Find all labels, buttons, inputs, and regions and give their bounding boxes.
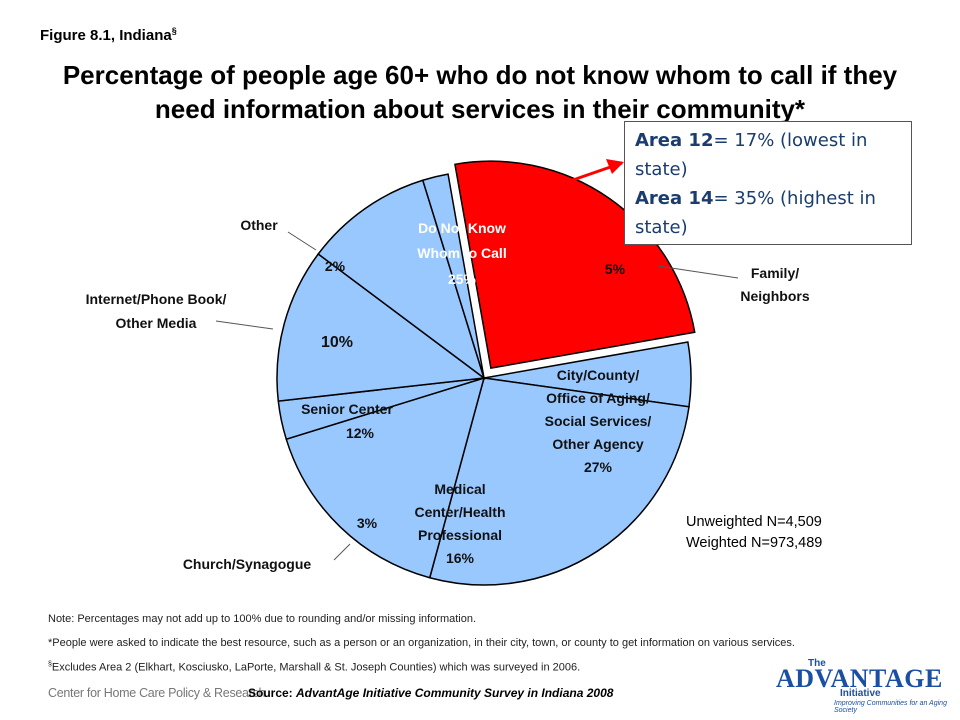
pie-slice-0 [454, 160, 696, 370]
label-med-2: Center/Health [414, 504, 505, 520]
advantage-logo-the: The [808, 658, 826, 669]
label-internet-pct: 10% [321, 334, 353, 351]
figure-label-text: Figure 8.1, Indiana [40, 27, 172, 44]
figure-label: Figure 8.1, Indiana§ [40, 26, 177, 44]
label-senior-1: Senior Center [301, 401, 393, 417]
note-exclusion: §Excludes Area 2 (Elkhart, Kosciusko, La… [48, 661, 580, 674]
advantage-logo-initiative: Initiative [840, 688, 881, 699]
area-callout-box: Area 12= 17% (lowest in state) Area 14= … [624, 121, 912, 245]
label-dnk-1: Do Not Know [418, 220, 506, 236]
callout-area-12-text: = 17% (lowest in state) [635, 130, 868, 180]
figure-label-mark: § [171, 26, 177, 36]
note-question: *People were asked to indicate the best … [48, 637, 795, 649]
label-internet-2: Other Media [116, 315, 197, 331]
pie-slice-7 [421, 173, 485, 379]
advantage-logo-tagline: Improving Communities for an Aging Socie… [834, 700, 947, 714]
leader-family [657, 265, 739, 279]
label-med-1: Medical [434, 481, 485, 497]
source-line: Source: AdvantAge Initiative Community S… [248, 686, 613, 700]
label-med-4: 16% [446, 550, 475, 566]
callout-line-1: Area 12= 17% (lowest in state) [635, 126, 901, 184]
label-med-3: Professional [418, 527, 502, 543]
chart-title: Percentage of people age 60+ who do not … [62, 60, 898, 124]
label-family-pct: 5% [605, 261, 626, 277]
callout-line-2: Area 14= 35% (highest in state) [635, 184, 901, 242]
label-city-5: 27% [584, 459, 613, 475]
label-church-pct: 3% [357, 515, 378, 531]
label-city-4: Other Agency [552, 436, 643, 452]
callout-area-14: Area 14 [635, 188, 714, 209]
label-city-3: Social Services/ [545, 413, 652, 429]
note-exclusion-text: Excludes Area 2 (Elkhart, Kosciusko, LaP… [51, 661, 581, 674]
leader-other [287, 231, 317, 251]
label-senior-2: 12% [346, 425, 375, 441]
label-family-2: Neighbors [740, 288, 809, 304]
source-text: AdvantAge Initiative Community Survey in… [296, 686, 614, 700]
label-church-1: Church/Synagogue [183, 556, 312, 572]
callout-arrow-head [606, 159, 624, 174]
label-other-pct: 2% [325, 258, 346, 274]
pie-slices [276, 160, 696, 586]
note-rounding: Note: Percentages may not add up to 100%… [48, 613, 477, 625]
weighted-n: Weighted N=973,489 [686, 535, 823, 551]
label-dnk-2: Whom to Call [417, 245, 506, 261]
callout-area-14-text: = 35% (highest in state) [635, 188, 876, 238]
label-dnk-3: 25% [448, 271, 477, 287]
note-exclusion-mark: § [48, 661, 52, 668]
unweighted-n: Unweighted N=4,509 [686, 514, 822, 530]
leader-lines [215, 231, 739, 561]
sample-size: Unweighted N=4,509 Weighted N=973,489 [686, 512, 822, 554]
callout-area-12: Area 12 [635, 130, 714, 151]
advantage-logo-name: ADVANTAGE [776, 664, 943, 693]
label-internet-1: Internet/Phone Book/ [86, 291, 227, 307]
pie-slice-2 [428, 377, 690, 586]
leader-church [333, 543, 351, 561]
slice-labels: Do Not Know Whom to Call 25% 5% Family/ … [86, 217, 810, 572]
label-family-1: Family/ [751, 265, 799, 281]
pie-slice-5 [276, 252, 486, 402]
label-other-1: Other [240, 217, 278, 233]
center-home-care-logo: Center for Home Care Policy & Research [48, 686, 266, 700]
label-city-1: City/County/ [557, 367, 640, 383]
source-prefix: Source: [248, 686, 297, 700]
pie-slice-6 [317, 179, 486, 380]
label-city-2: Office of Aging/ [546, 390, 650, 406]
pie-slice-3 [285, 376, 486, 579]
leader-internet [215, 320, 274, 330]
